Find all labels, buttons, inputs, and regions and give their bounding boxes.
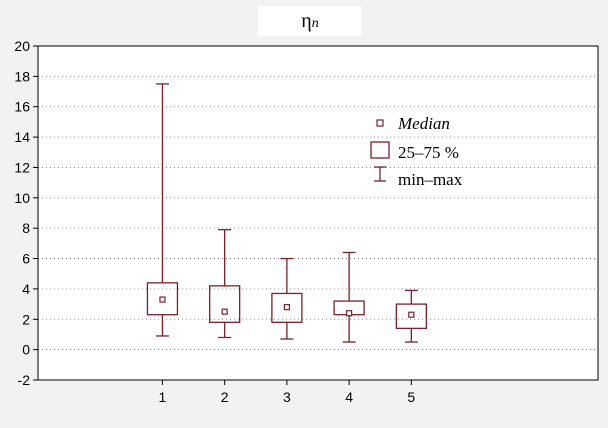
legend-median-symbol [376,119,384,127]
y-tick-label: 14 [14,129,30,145]
iqr-box [209,285,241,323]
box-1 [146,83,179,337]
y-tick-label: 16 [14,99,30,115]
y-tick-label: -2 [18,372,31,388]
plot-frame [37,45,599,381]
x-tick-label: 2 [221,389,229,405]
median-marker [221,308,228,315]
y-tick-label: 18 [14,68,30,84]
x-tick-label: 3 [283,389,291,405]
x-tick-label: 4 [345,389,353,405]
legend-median-label: Median [397,114,450,133]
chart-title-box: ηn [258,6,362,36]
y-tick-label: 12 [14,159,30,175]
plot-area [38,46,598,380]
median-marker [283,304,290,311]
chart-title: ηn [258,10,362,33]
box-2 [209,229,241,339]
y-tick-label: 4 [22,281,30,297]
y-tick-label: 0 [22,342,30,358]
legend-box-symbol [370,141,390,159]
median-marker [346,310,353,317]
iqr-box [146,282,179,316]
iqr-box [271,292,303,323]
y-tick-label: 10 [14,190,30,206]
chart-title-subscript: n [311,16,319,31]
legend-box-label: 25–75 % [398,143,459,162]
chart-title-main: η [301,10,312,32]
x-tick-label: 5 [407,389,415,405]
y-tick-label: 6 [22,251,30,267]
y-tick-label: 2 [22,311,30,327]
y-tick-label: 20 [14,38,30,54]
x-tick-label: 1 [159,389,167,405]
box-5 [395,289,427,343]
median-marker [408,311,415,318]
iqr-box [395,303,427,330]
legend-whisker-label: min–max [398,170,463,189]
median-marker [159,296,166,303]
y-tick-label: 8 [22,220,30,236]
box-4 [333,251,365,343]
box-3 [271,257,303,340]
legend: Median 25–75 % min–max [370,114,463,189]
